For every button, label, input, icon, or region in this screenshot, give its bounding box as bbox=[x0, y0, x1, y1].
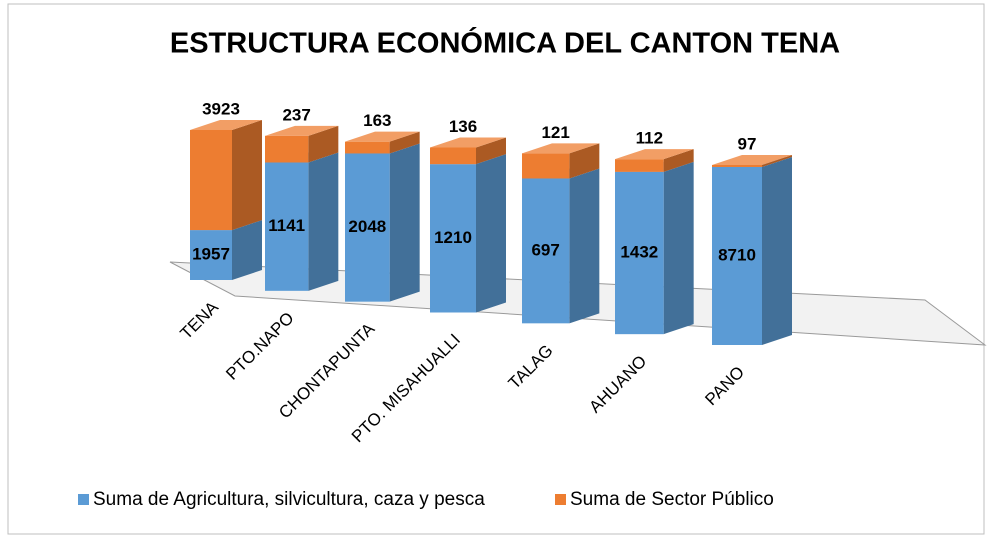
bar bbox=[430, 164, 476, 313]
bar-top bbox=[615, 149, 694, 160]
data-label: 1141 bbox=[268, 216, 305, 235]
bar-side bbox=[308, 152, 339, 291]
legend-swatch bbox=[555, 494, 566, 505]
bar-top bbox=[712, 155, 792, 165]
bar bbox=[345, 153, 390, 302]
bar bbox=[265, 162, 309, 291]
bar-side bbox=[663, 161, 694, 335]
legend-label: Suma de Agricultura, silvicultura, caza … bbox=[93, 489, 485, 510]
chart-title: ESTRUCTURA ECONÓMICA DEL CANTON TENA bbox=[170, 26, 840, 60]
data-label: 237 bbox=[282, 105, 310, 124]
data-label: 697 bbox=[531, 240, 559, 259]
bar-side bbox=[308, 125, 339, 163]
bar-side bbox=[569, 168, 600, 324]
bar-side bbox=[232, 220, 262, 280]
bar-side bbox=[389, 143, 420, 302]
data-label: 1957 bbox=[192, 245, 230, 264]
bar bbox=[615, 171, 664, 335]
bar-side bbox=[476, 137, 506, 165]
data-label: 163 bbox=[363, 111, 391, 130]
data-label: 8710 bbox=[718, 245, 756, 264]
bar-side bbox=[389, 131, 420, 154]
bar bbox=[522, 178, 570, 324]
bar bbox=[522, 153, 570, 179]
legend-swatch bbox=[78, 494, 89, 505]
bar bbox=[615, 159, 664, 172]
data-label: 121 bbox=[541, 123, 569, 142]
data-label: 2048 bbox=[348, 217, 386, 236]
bar-top bbox=[345, 131, 420, 142]
data-label: 97 bbox=[738, 134, 757, 153]
data-label: 112 bbox=[636, 129, 663, 148]
data-label: 136 bbox=[449, 117, 477, 136]
bar bbox=[190, 230, 232, 280]
bar-top bbox=[265, 125, 339, 136]
bar bbox=[345, 141, 390, 154]
bar bbox=[430, 147, 476, 165]
bar bbox=[712, 166, 762, 345]
bar bbox=[190, 130, 232, 231]
bar-side bbox=[762, 155, 792, 167]
bar-top bbox=[190, 120, 262, 130]
bar-side bbox=[232, 120, 262, 231]
bar-side bbox=[569, 143, 600, 179]
data-label: 1432 bbox=[620, 242, 658, 261]
bar-top bbox=[522, 143, 600, 154]
bar bbox=[712, 165, 762, 167]
bar bbox=[265, 135, 309, 163]
data-label: 3923 bbox=[202, 99, 240, 118]
data-label: 1210 bbox=[434, 228, 472, 247]
bar-side bbox=[663, 149, 694, 172]
bar-side bbox=[476, 154, 506, 313]
bar-top bbox=[430, 137, 506, 148]
legend-label: Suma de Sector Público bbox=[570, 489, 774, 510]
bar-side bbox=[762, 156, 792, 345]
